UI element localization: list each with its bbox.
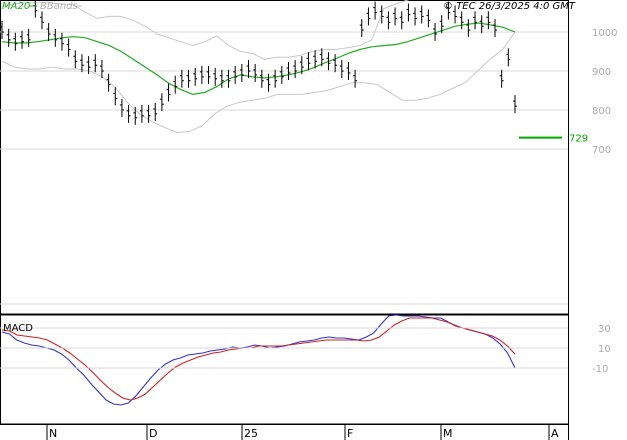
y-tick-label: 800 bbox=[592, 106, 611, 117]
macd-tick-label: -10 bbox=[592, 364, 608, 375]
bollinger-bands bbox=[1, 0, 516, 134]
x-axis-ticks: N D 25 F M A bbox=[46, 424, 559, 440]
legend-bbands: BBands bbox=[40, 1, 78, 12]
signal-line bbox=[1, 317, 516, 401]
price-levels: 1104729 bbox=[519, 134, 588, 145]
time-axis-strip bbox=[0, 424, 569, 440]
bband-line bbox=[1, 0, 410, 60]
x-tick-label: A bbox=[551, 427, 559, 440]
y-axis-ticks: 700800900100011001200 bbox=[592, 0, 617, 156]
ma20-line bbox=[1, 22, 516, 96]
grid bbox=[0, 31, 568, 305]
legend-ma20: MA20 bbox=[2, 1, 30, 12]
ma20-path bbox=[1, 22, 516, 96]
macd-tick-label: 30 bbox=[598, 324, 611, 335]
macd-panel-label: MACD bbox=[3, 323, 33, 334]
macd-axis-ticks: 30 10 -10 bbox=[0, 324, 611, 375]
main-plot-frame bbox=[0, 0, 569, 315]
x-tick-label: N bbox=[49, 427, 57, 440]
price-bars bbox=[0, 0, 517, 125]
macd-lines bbox=[1, 314, 516, 406]
copyright-label: © TEC 26/3/2025 4:0 GMT bbox=[443, 1, 576, 12]
y-tick-label: 700 bbox=[592, 145, 611, 156]
bband-line bbox=[1, 31, 516, 134]
x-tick-label: M bbox=[443, 427, 453, 440]
x-tick-label: F bbox=[347, 427, 353, 440]
y-tick-label: 900 bbox=[592, 67, 611, 78]
macd-plot-frame bbox=[0, 314, 569, 425]
x-tick-label: D bbox=[149, 427, 157, 440]
support-label: 729 bbox=[569, 134, 588, 145]
y-tick-label: 1000 bbox=[592, 28, 617, 39]
macd-tick-label: 10 bbox=[598, 344, 611, 355]
x-tick-label: 25 bbox=[244, 427, 258, 440]
